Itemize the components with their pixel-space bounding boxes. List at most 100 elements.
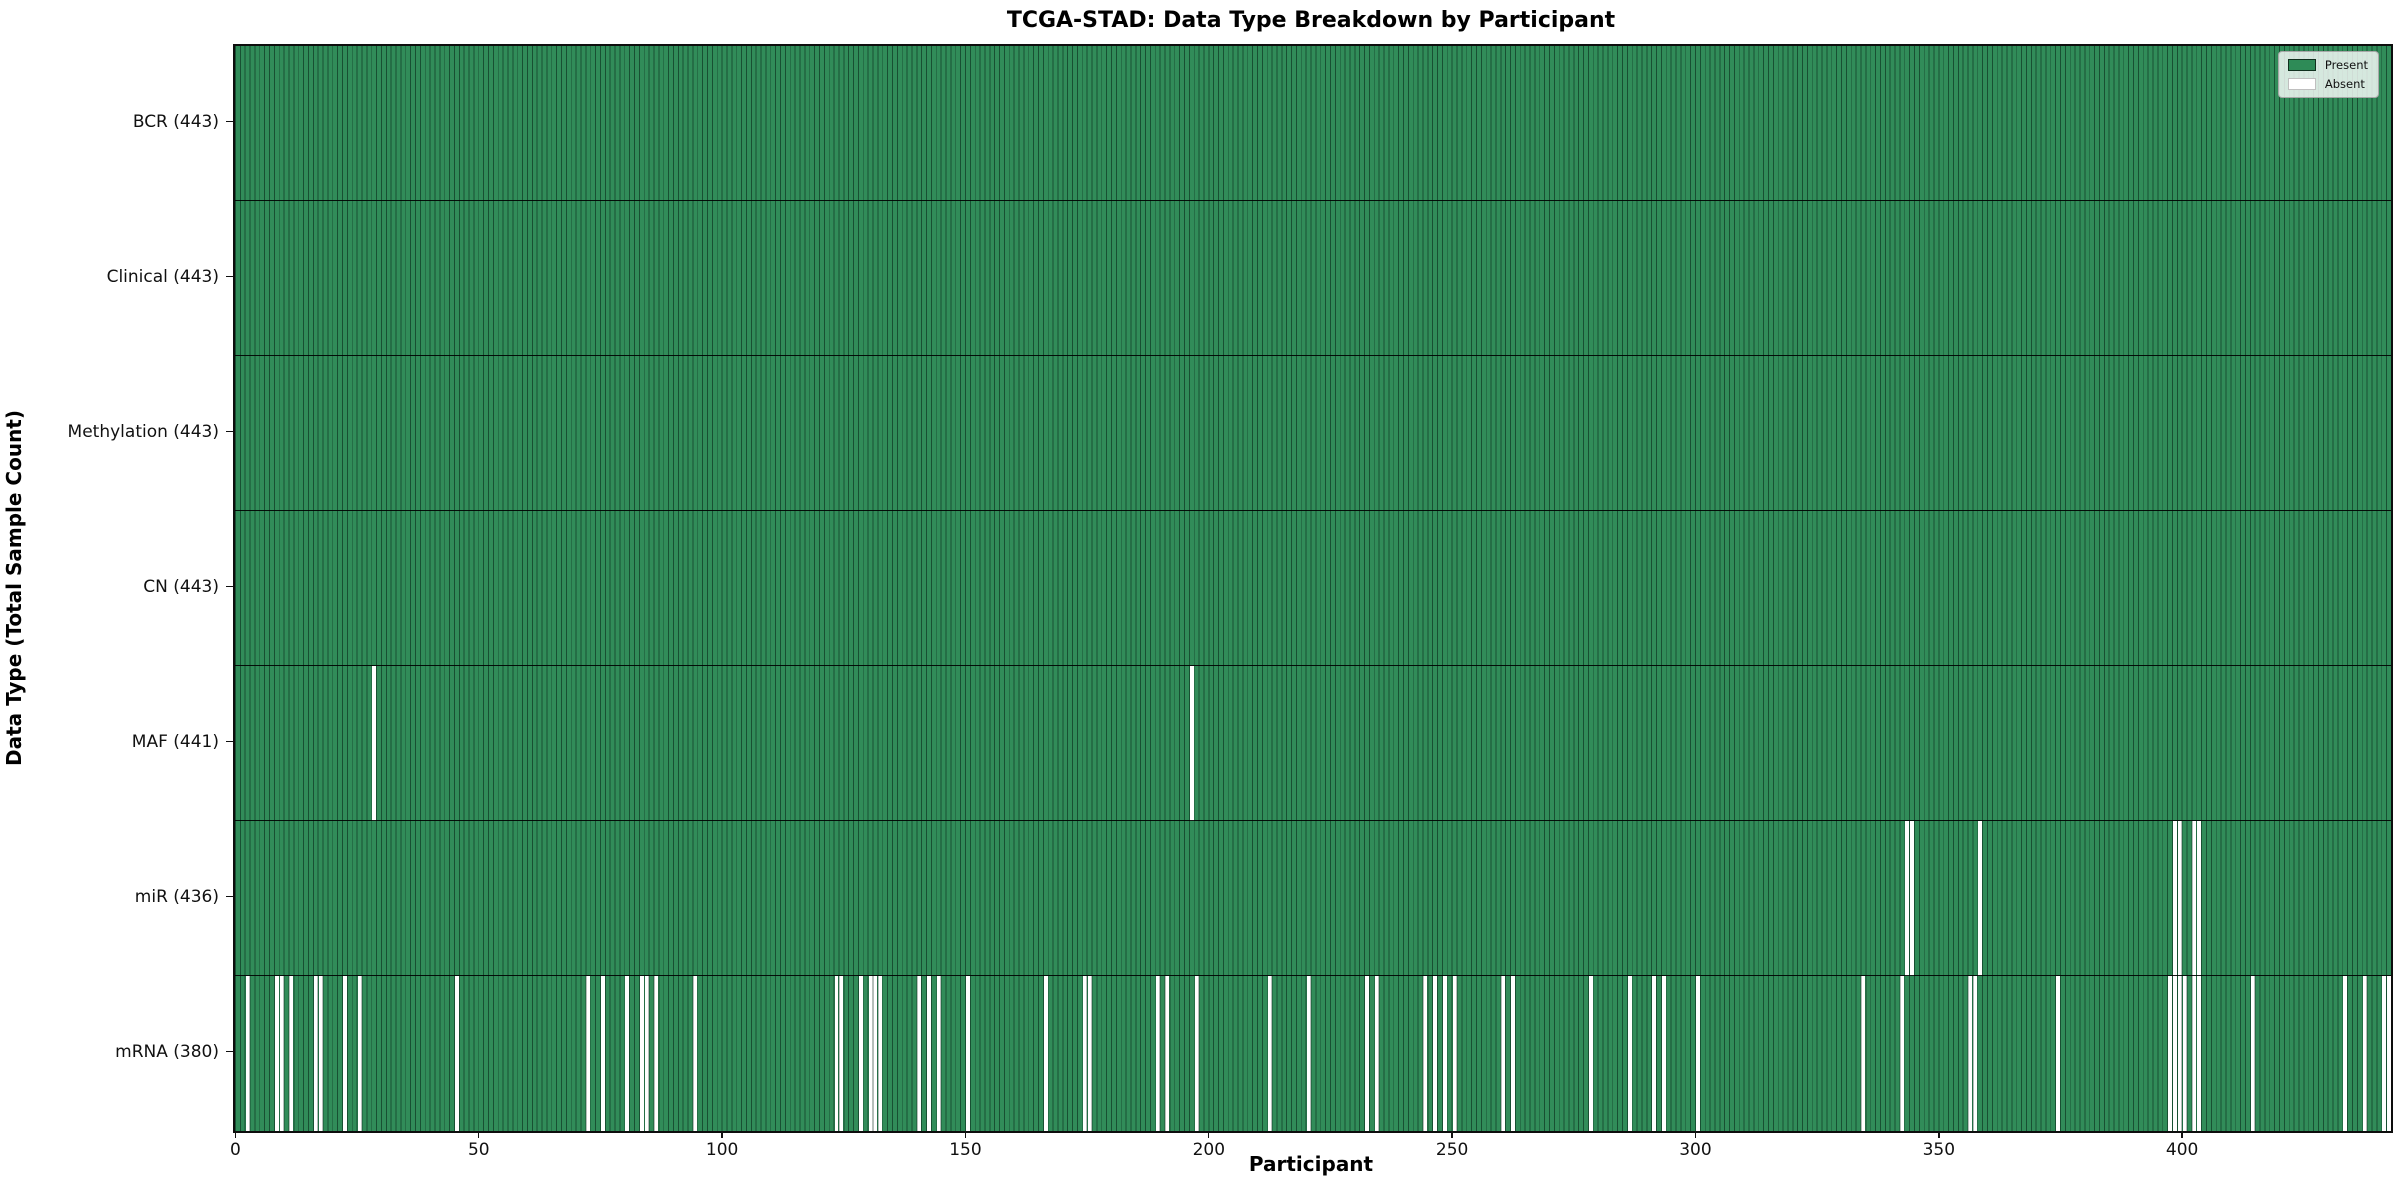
row-CN	[235, 511, 2391, 666]
ytick-label-BCR: BCR (443)	[132, 111, 219, 132]
absent-mark	[1189, 666, 1194, 821]
absent-mark	[1442, 976, 1447, 1131]
xtick-mark	[721, 1131, 723, 1138]
absent-mark	[586, 976, 591, 1131]
absent-mark	[1433, 976, 1438, 1131]
xtick-label-300: 300	[1679, 1140, 1712, 1160]
xtick-label-0: 0	[230, 1140, 241, 1160]
row-miR	[235, 821, 2391, 976]
absent-mark	[454, 976, 459, 1131]
absent-mark	[644, 976, 649, 1131]
absent-mark	[1082, 976, 1087, 1131]
absent-mark	[2197, 976, 2202, 1131]
absent-mark	[274, 976, 279, 1131]
absent-mark	[2382, 976, 2387, 1131]
xtick-label-200: 200	[1192, 1140, 1226, 1160]
absent-mark	[2168, 976, 2172, 1131]
ytick-mark	[226, 275, 233, 278]
absent-mark	[1165, 976, 1170, 1131]
absent-mark	[1194, 976, 1199, 1131]
absent-mark	[1968, 976, 1973, 1131]
absent-mark	[318, 976, 323, 1131]
legend-entry-present: Present	[2287, 58, 2368, 72]
present-swatch	[2287, 59, 2316, 71]
absent-mark	[2362, 976, 2367, 1131]
absent-mark	[1155, 976, 1160, 1131]
absent-mark	[834, 976, 839, 1131]
ytick-label-miR: miR (436)	[134, 886, 219, 907]
xtick-mark	[1694, 1131, 1697, 1138]
ytick-mark	[226, 1050, 233, 1053]
absent-mark	[1978, 821, 1983, 976]
row-MAF	[235, 666, 2391, 821]
xtick-label-150: 150	[949, 1140, 982, 1160]
absent-mark	[2250, 976, 2255, 1131]
absent-mark	[1627, 976, 1632, 1131]
absent-mark	[936, 976, 941, 1131]
row-mRNA	[235, 976, 2391, 1131]
absent-mark	[2056, 976, 2061, 1131]
absent-mark	[878, 976, 883, 1131]
absent-mark	[1043, 976, 1048, 1131]
absent-mark	[2343, 976, 2348, 1131]
absent-mark	[600, 976, 605, 1131]
ytick-label-CN: CN (443)	[143, 576, 219, 597]
absent-mark	[245, 976, 250, 1131]
absent-mark	[313, 976, 318, 1131]
ytick-mark	[226, 895, 233, 898]
plot-area: Present Absent	[233, 44, 2393, 1133]
absent-mark	[1452, 976, 1457, 1131]
xtick-mark	[478, 1131, 480, 1138]
absent-mark	[2177, 821, 2182, 976]
absent-mark	[279, 976, 284, 1131]
absent-mark	[917, 976, 922, 1131]
ytick-label-Methylation: Methylation (443)	[67, 421, 219, 442]
absent-mark	[1087, 976, 1092, 1131]
xtick-label-50: 50	[467, 1140, 490, 1160]
absent-mark	[342, 976, 347, 1131]
absent-mark	[965, 976, 970, 1131]
absent-mark	[1423, 976, 1428, 1131]
absent-mark	[693, 976, 698, 1131]
absent-mark	[2182, 976, 2187, 1131]
absent-swatch	[2287, 78, 2316, 90]
row-BCR	[235, 46, 2391, 201]
absent-mark	[2177, 976, 2182, 1131]
legend-label-absent: Absent	[2324, 77, 2365, 91]
absent-mark	[625, 976, 630, 1131]
legend: Present Absent	[2277, 51, 2379, 98]
absent-mark	[868, 976, 873, 1131]
x-axis-label: Participant	[1248, 1152, 1374, 1176]
absent-mark	[1861, 976, 1866, 1131]
xtick-mark	[964, 1131, 967, 1138]
ytick-label-Clinical: Clinical (443)	[106, 266, 219, 287]
absent-mark	[289, 976, 294, 1131]
absent-mark	[1973, 976, 1978, 1131]
absent-mark	[839, 976, 844, 1131]
absent-mark	[873, 976, 878, 1131]
absent-mark	[1905, 821, 1910, 976]
xtick-label-100: 100	[705, 1140, 739, 1160]
ytick-mark	[226, 740, 233, 743]
absent-mark	[858, 976, 863, 1131]
xtick-mark	[2181, 1131, 2183, 1138]
chart-title: TCGA-STAD: Data Type Breakdown by Partic…	[1006, 8, 1616, 33]
absent-mark	[654, 976, 659, 1131]
absent-mark	[1588, 976, 1593, 1131]
absent-mark	[2197, 821, 2202, 976]
absent-mark	[1652, 976, 1657, 1131]
legend-label-present: Present	[2324, 58, 2368, 72]
absent-mark	[357, 976, 362, 1131]
xtick-label-400: 400	[2165, 1140, 2199, 1160]
absent-mark	[1501, 976, 1506, 1131]
xtick-mark	[1208, 1131, 1210, 1138]
absent-mark	[2387, 976, 2391, 1131]
xtick-mark	[234, 1131, 237, 1138]
ytick-label-mRNA: mRNA (380)	[115, 1041, 219, 1062]
absent-mark	[2192, 821, 2197, 976]
absent-mark	[1306, 976, 1311, 1131]
absent-mark	[639, 976, 644, 1131]
ytick-mark	[226, 585, 233, 588]
absent-mark	[2192, 976, 2197, 1131]
